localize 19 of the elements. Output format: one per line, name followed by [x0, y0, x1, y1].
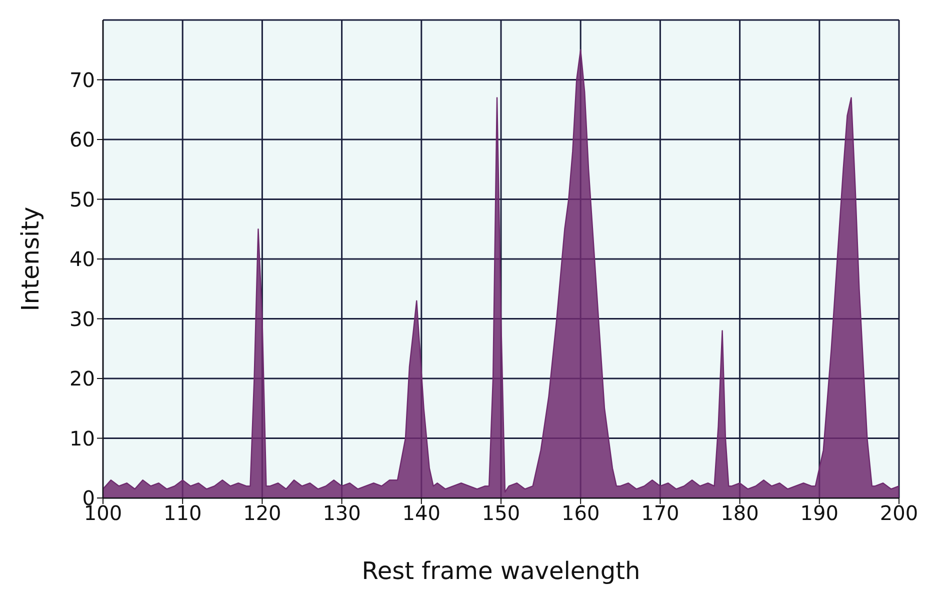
x-tick-label: 130 — [322, 501, 361, 526]
y-tick-label: 60 — [70, 128, 95, 152]
x-tick-label: 150 — [482, 501, 520, 526]
y-axis-title: Intensity — [16, 206, 45, 312]
x-tick-label: 140 — [402, 501, 440, 526]
y-tick-label: 70 — [70, 68, 95, 92]
y-tick-label: 30 — [70, 306, 95, 331]
y-tick-label: 10 — [70, 426, 95, 450]
x-tick-label: 120 — [243, 501, 282, 526]
x-tick-label: 180 — [720, 501, 759, 526]
x-axis-title: Rest frame wavelength — [362, 557, 640, 586]
x-tick-label: 170 — [641, 501, 680, 526]
x-tick-label: 200 — [880, 501, 918, 526]
x-tick-label: 110 — [164, 501, 202, 526]
x-tick-label: 160 — [562, 501, 600, 526]
y-tick-label: 50 — [70, 187, 95, 212]
x-tick-label: 190 — [800, 501, 838, 526]
y-tick-label: 40 — [70, 247, 95, 272]
y-tick-label: 20 — [70, 366, 95, 391]
